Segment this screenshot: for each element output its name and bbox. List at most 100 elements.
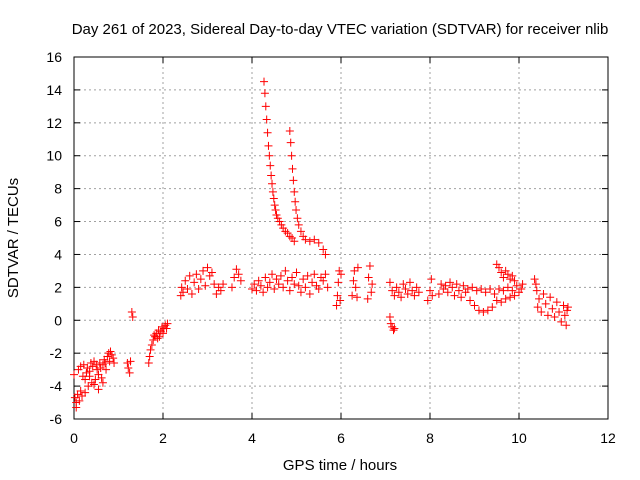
data-point: [183, 285, 192, 294]
data-point: [275, 217, 284, 226]
data-point: [503, 270, 512, 279]
data-point: [448, 283, 457, 292]
chart-title: Day 261 of 2023, Sidereal Day-to-day VTE…: [72, 21, 609, 38]
data-point: [434, 289, 443, 298]
data-point: [192, 270, 201, 279]
y-tick-label: 14: [46, 82, 62, 98]
data-point: [288, 164, 297, 173]
data-point: [263, 128, 272, 137]
data-point: [106, 347, 115, 356]
x-axis-label: GPS time / hours: [283, 457, 397, 474]
data-point: [390, 324, 399, 333]
data-point: [268, 187, 277, 196]
data-point: [310, 235, 319, 244]
data-point: [159, 329, 167, 338]
data-point: [107, 350, 116, 359]
data-point: [292, 268, 301, 277]
data-point: [301, 235, 310, 244]
data-point: [470, 301, 479, 310]
data-point: [365, 261, 374, 270]
data-point: [265, 151, 274, 160]
data-point: [543, 311, 552, 320]
data-point: [510, 276, 519, 285]
data-point: [335, 266, 344, 275]
data-point: [261, 273, 270, 282]
data-point: [389, 326, 398, 335]
data-point: [506, 293, 515, 302]
data-point: [385, 278, 394, 287]
data-point: [84, 382, 93, 391]
data-point: [102, 365, 111, 374]
data-point: [550, 312, 559, 321]
data-point: [153, 334, 162, 343]
data-point: [274, 280, 283, 289]
x-tick-label: 4: [248, 430, 256, 446]
data-point: [385, 312, 394, 321]
data-point: [287, 151, 296, 160]
data-point: [290, 187, 299, 196]
data-point: [94, 385, 103, 394]
data-point: [301, 283, 310, 292]
data-point: [272, 275, 281, 284]
data-point: [210, 280, 219, 289]
data-point: [289, 176, 298, 185]
data-point: [503, 283, 512, 292]
data-point: [276, 271, 285, 280]
data-point: [92, 360, 101, 369]
data-point: [283, 276, 292, 285]
data-point: [562, 321, 571, 330]
data-point: [277, 220, 286, 229]
data-point: [508, 271, 517, 280]
data-point: [296, 227, 305, 236]
data-point: [232, 265, 241, 274]
data-point: [443, 288, 452, 297]
data-point: [459, 281, 468, 290]
data-point: [392, 283, 401, 292]
data-point: [410, 291, 419, 300]
data-point: [494, 263, 503, 272]
data-point: [454, 286, 463, 295]
data-point: [94, 370, 103, 379]
data-point: [499, 286, 508, 295]
data-point: [271, 206, 280, 215]
data-point: [386, 319, 395, 328]
data-point: [163, 319, 172, 328]
data-point: [127, 308, 136, 317]
data-point: [260, 77, 269, 86]
data-point: [494, 285, 503, 294]
data-point: [177, 283, 186, 292]
data-point: [162, 324, 171, 333]
data-point: [181, 276, 190, 285]
data-point: [263, 283, 272, 292]
data-point: [256, 281, 265, 290]
data-point: [103, 352, 112, 361]
data-point: [147, 340, 156, 349]
data-point: [236, 276, 245, 285]
data-point: [219, 280, 228, 289]
y-tick-label: 12: [46, 115, 62, 131]
data-point: [109, 354, 118, 363]
data-point: [91, 375, 100, 384]
data-point: [555, 308, 564, 317]
data-point: [190, 278, 199, 287]
data-point: [321, 270, 330, 279]
data-point: [286, 138, 295, 147]
data-point: [405, 278, 414, 287]
data-point: [332, 301, 341, 310]
data-point: [321, 250, 330, 259]
data-point: [531, 280, 540, 289]
y-tick-label: 2: [54, 279, 62, 295]
data-point: [541, 299, 550, 308]
data-point: [203, 263, 212, 272]
data-point: [290, 237, 299, 246]
data-point: [81, 388, 90, 397]
data-point: [101, 359, 110, 368]
data-point: [510, 291, 519, 300]
data-point: [299, 275, 308, 284]
data-point: [466, 296, 475, 305]
data-point: [268, 270, 277, 279]
data-point: [310, 270, 319, 279]
data-point: [463, 285, 472, 294]
data-point: [254, 276, 263, 285]
